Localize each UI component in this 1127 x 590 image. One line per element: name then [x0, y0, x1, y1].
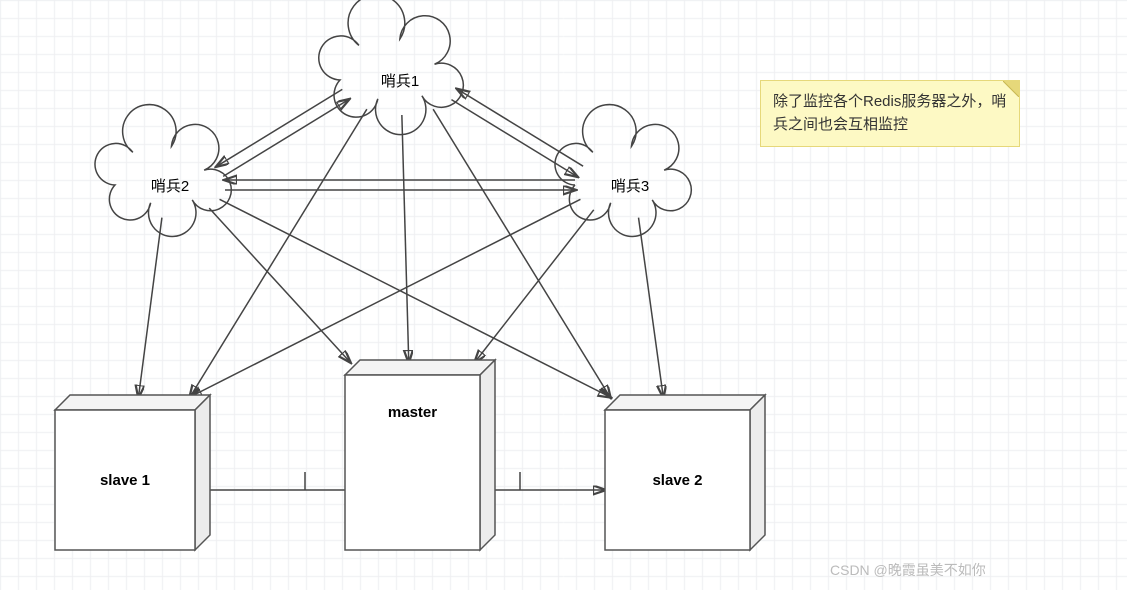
cloud-label: 哨兵2: [115, 152, 225, 218]
note-text: 除了监控各个Redis服务器之外，哨兵之间也会互相监控: [773, 93, 1006, 133]
server-label: master: [345, 325, 480, 500]
cloud-label: 哨兵1: [340, 45, 460, 115]
cloud-label: 哨兵3: [575, 152, 685, 218]
server-label: slave 2: [605, 410, 750, 550]
info-note: 除了监控各个Redis服务器之外，哨兵之间也会互相监控: [760, 80, 1020, 147]
watermark: CSDN @晚霞虽美不如你: [830, 560, 986, 580]
server-label: slave 1: [55, 410, 195, 550]
